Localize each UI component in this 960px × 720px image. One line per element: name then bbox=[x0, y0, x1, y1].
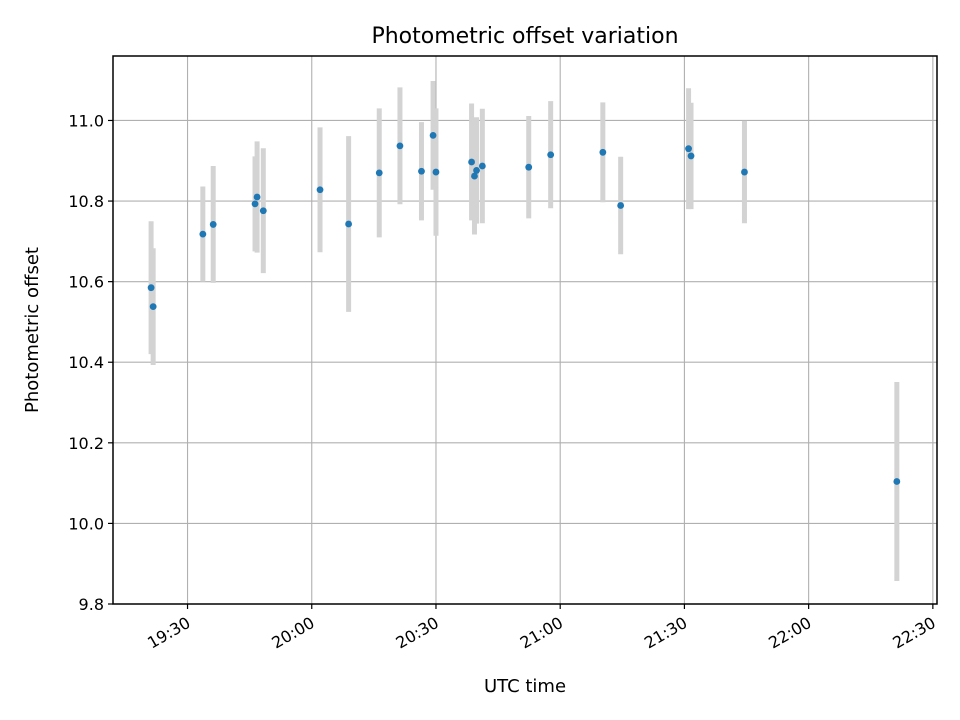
x-axis-title: UTC time bbox=[484, 676, 566, 697]
data-point bbox=[251, 200, 259, 208]
data-point bbox=[429, 131, 437, 139]
data-point bbox=[316, 186, 324, 194]
y-axis-title: Photometric offset bbox=[22, 247, 43, 413]
data-point bbox=[687, 152, 695, 160]
data-point bbox=[199, 230, 207, 238]
data-point bbox=[396, 142, 404, 150]
data-point bbox=[253, 193, 261, 201]
y-tick-label: 10.8 bbox=[68, 192, 104, 211]
y-tick-label: 10.2 bbox=[68, 434, 104, 453]
data-point bbox=[375, 169, 383, 177]
y-axis-ticks: 9.8 10.0 10.2 10.4 10.6 10.8 11.0 bbox=[68, 111, 113, 614]
data-point bbox=[893, 478, 901, 485]
data-point bbox=[741, 168, 748, 176]
data-point bbox=[345, 220, 353, 228]
data-point bbox=[471, 172, 478, 180]
y-tick-label: 10.4 bbox=[68, 353, 104, 372]
data-point bbox=[209, 221, 217, 228]
grid-lines bbox=[113, 56, 937, 605]
data-point bbox=[432, 168, 440, 176]
y-tick-label: 9.8 bbox=[79, 595, 104, 614]
data-point bbox=[468, 158, 475, 166]
data-point bbox=[418, 167, 425, 175]
y-tick-label: 10.0 bbox=[68, 514, 104, 533]
axes-frame bbox=[112, 55, 938, 605]
data-point bbox=[478, 162, 486, 170]
data-point bbox=[617, 202, 625, 209]
data-points bbox=[147, 131, 901, 485]
data-point bbox=[259, 207, 267, 215]
chart-title: Photometric offset variation bbox=[371, 24, 678, 49]
y-tick-label: 10.6 bbox=[68, 273, 104, 292]
y-tick-label: 11.0 bbox=[68, 111, 104, 130]
data-point bbox=[685, 145, 692, 153]
data-point bbox=[147, 284, 155, 292]
data-point bbox=[473, 167, 480, 174]
data-point bbox=[547, 151, 555, 159]
data-point bbox=[599, 148, 607, 156]
data-point bbox=[525, 163, 533, 171]
data-point bbox=[149, 303, 157, 311]
